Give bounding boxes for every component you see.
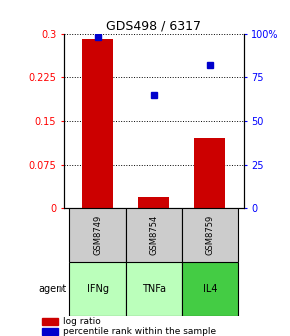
Text: TNFa: TNFa (142, 284, 166, 294)
Bar (42, 328, 58, 335)
Text: IFNg: IFNg (86, 284, 108, 294)
Bar (42, 318, 58, 325)
Text: IL4: IL4 (203, 284, 217, 294)
Bar (182, 262, 238, 316)
Text: percentile rank within the sample: percentile rank within the sample (63, 327, 216, 336)
Bar (138, 197, 169, 208)
Bar (182, 208, 238, 262)
Bar (126, 208, 182, 262)
Text: GSM8759: GSM8759 (205, 215, 214, 255)
Text: agent: agent (38, 284, 67, 294)
Bar (126, 262, 182, 316)
Bar (194, 138, 225, 208)
Text: log ratio: log ratio (63, 317, 101, 326)
Bar (82, 39, 113, 208)
Text: GSM8749: GSM8749 (93, 215, 102, 255)
Title: GDS498 / 6317: GDS498 / 6317 (106, 19, 201, 33)
Bar (69, 262, 126, 316)
Text: GSM8754: GSM8754 (149, 215, 158, 255)
Bar (69, 208, 126, 262)
